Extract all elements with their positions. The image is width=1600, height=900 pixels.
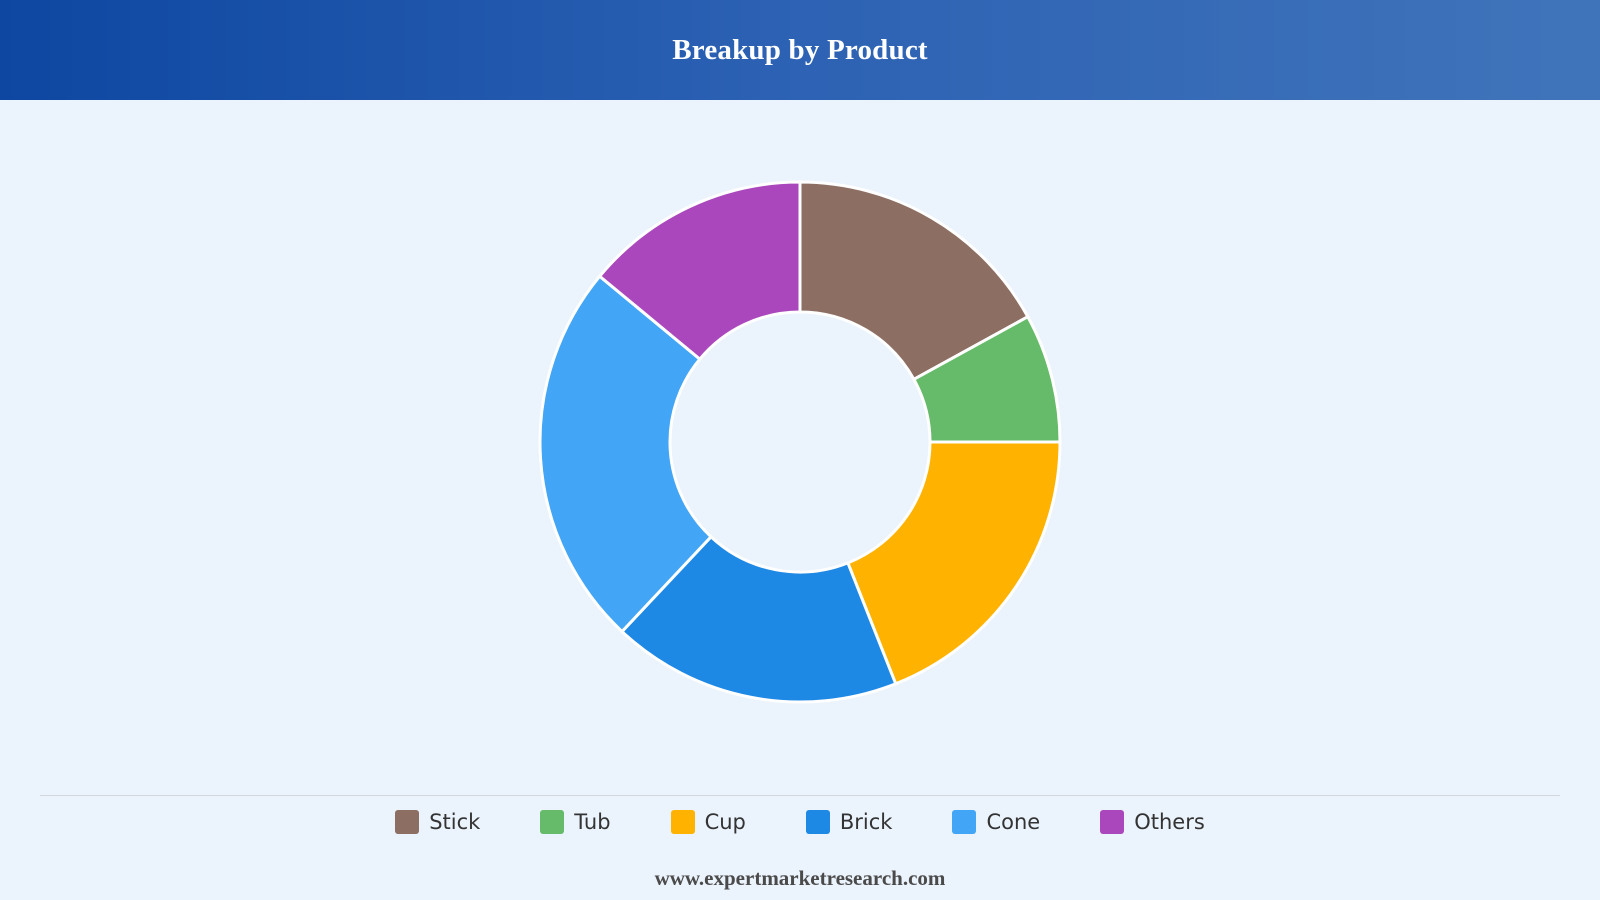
legend-divider: [40, 795, 1560, 796]
chart-legend: Stick Tub Cup Brick Cone Others: [0, 806, 1600, 838]
donut-slice-cup[interactable]: [845, 440, 1062, 686]
legend-label-cone: Cone: [986, 810, 1041, 834]
donut-slice-others[interactable]: [597, 180, 802, 362]
legend-label-tub: Tub: [574, 810, 611, 834]
legend-swatch-tub: [540, 810, 565, 834]
legend-item-brick[interactable]: Brick: [805, 810, 893, 834]
page-header: Breakup by Product: [0, 0, 1600, 100]
legend-item-others[interactable]: Others: [1100, 810, 1205, 834]
source-footer: www.expertmarketresearch.com: [654, 866, 946, 890]
legend-item-tub[interactable]: Tub: [540, 810, 611, 834]
legend-label-brick: Brick: [839, 810, 893, 834]
legend-swatch-cone: [952, 810, 977, 834]
legend-swatch-stick: [395, 810, 420, 834]
donut-slice-stick[interactable]: [798, 180, 1030, 382]
legend-swatch-others: [1100, 810, 1125, 834]
legend-label-others: Others: [1134, 810, 1205, 834]
donut-slice-cone[interactable]: [538, 274, 714, 634]
legend-swatch-brick: [805, 810, 830, 834]
donut-chart: [538, 180, 1062, 704]
legend-item-cone[interactable]: Cone: [952, 810, 1040, 834]
legend-item-stick[interactable]: Stick: [395, 810, 480, 834]
donut-slice-brick[interactable]: [619, 534, 898, 704]
legend-swatch-cup: [670, 810, 695, 834]
chart-area: [0, 100, 1600, 790]
legend-label-cup: Cup: [704, 810, 746, 834]
legend-item-cup[interactable]: Cup: [670, 810, 746, 834]
chart-title: Breakup by Product: [672, 33, 928, 66]
legend-label-stick: Stick: [429, 810, 481, 834]
